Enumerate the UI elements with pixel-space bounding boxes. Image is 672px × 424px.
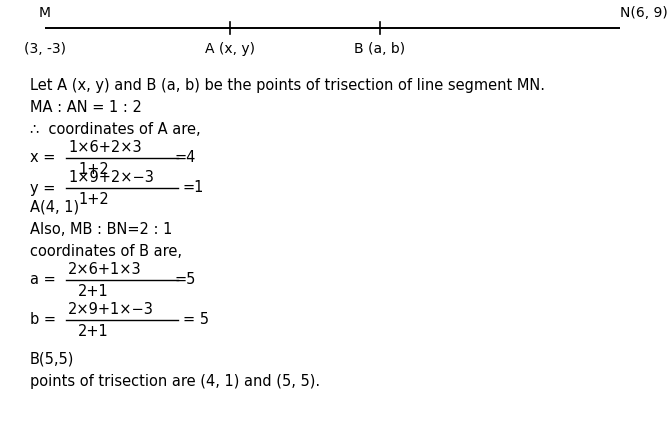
Text: points of trisection are (4, 1) and (5, 5).: points of trisection are (4, 1) and (5, … (30, 374, 320, 389)
Text: b =: b = (30, 312, 56, 327)
Text: Let A (x, y) and B (a, b) be the points of trisection of line segment MN.: Let A (x, y) and B (a, b) be the points … (30, 78, 545, 93)
Text: 2+1: 2+1 (78, 284, 109, 299)
Text: a =: a = (30, 273, 56, 287)
Text: = 5: = 5 (183, 312, 209, 327)
Text: M: M (39, 6, 51, 20)
Text: N(6, 9): N(6, 9) (620, 6, 668, 20)
Text: B (a, b): B (a, b) (354, 42, 406, 56)
Text: 1×9+2×−3: 1×9+2×−3 (68, 170, 154, 185)
Text: =4: =4 (175, 151, 196, 165)
Text: ∴  coordinates of A are,: ∴ coordinates of A are, (30, 122, 201, 137)
Text: 1×6+2×3: 1×6+2×3 (68, 140, 142, 155)
Text: B(5,5): B(5,5) (30, 352, 75, 367)
Text: 2×9+1×−3: 2×9+1×−3 (68, 302, 154, 317)
Text: 1+2: 1+2 (78, 162, 109, 177)
Text: MA : AN = 1 : 2: MA : AN = 1 : 2 (30, 100, 142, 115)
Text: =1: =1 (183, 181, 204, 195)
Text: 2×6+1×3: 2×6+1×3 (68, 262, 142, 277)
Text: x =: x = (30, 151, 55, 165)
Text: A(4, 1): A(4, 1) (30, 200, 79, 215)
Text: 1+2: 1+2 (78, 192, 109, 207)
Text: y =: y = (30, 181, 55, 195)
Text: 2+1: 2+1 (78, 324, 109, 339)
Text: A (x, y): A (x, y) (205, 42, 255, 56)
Text: =5: =5 (175, 273, 196, 287)
Text: coordinates of B are,: coordinates of B are, (30, 244, 182, 259)
Text: Also, MB : BN=2 : 1: Also, MB : BN=2 : 1 (30, 222, 173, 237)
Text: (3, -3): (3, -3) (24, 42, 66, 56)
